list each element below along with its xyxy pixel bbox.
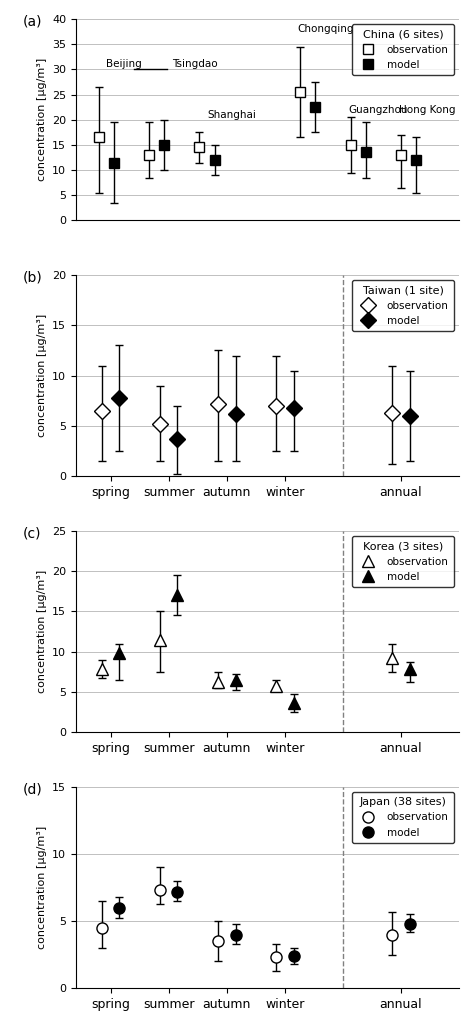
Legend: observation, model: observation, model — [352, 792, 454, 843]
Text: Hong Kong: Hong Kong — [399, 105, 455, 115]
Text: Beijing: Beijing — [106, 60, 142, 70]
Text: (b): (b) — [22, 271, 42, 285]
Text: (d): (d) — [22, 783, 42, 797]
Y-axis label: concentration [μg/m³]: concentration [μg/m³] — [36, 314, 46, 437]
Text: Chongqing: Chongqing — [298, 24, 354, 34]
Legend: observation, model: observation, model — [352, 280, 454, 331]
Legend: observation, model: observation, model — [352, 537, 454, 587]
Y-axis label: concentration [μg/m³]: concentration [μg/m³] — [36, 570, 46, 694]
Text: (a): (a) — [22, 15, 42, 29]
Text: (c): (c) — [22, 527, 41, 541]
Text: Tsingdao: Tsingdao — [172, 60, 217, 70]
Y-axis label: concentration [μg/m³]: concentration [μg/m³] — [36, 58, 46, 182]
Y-axis label: concentration [μg/m³]: concentration [μg/m³] — [36, 826, 46, 949]
Text: Guangzhou: Guangzhou — [348, 105, 408, 115]
Legend: observation, model: observation, model — [352, 25, 454, 75]
Text: Shanghai: Shanghai — [207, 110, 256, 120]
